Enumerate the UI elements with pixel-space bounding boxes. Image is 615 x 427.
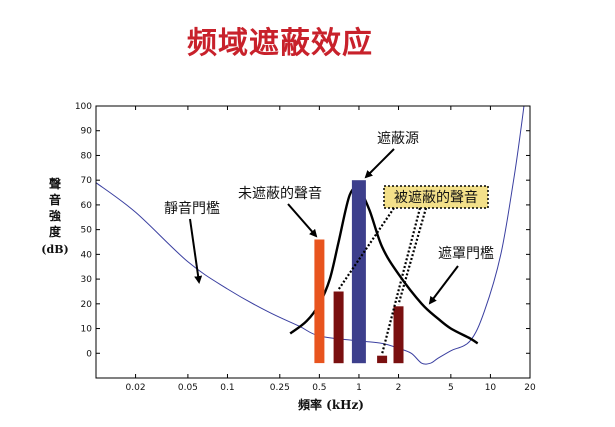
x-tick-label: 2	[396, 383, 402, 393]
y-tick-label: 20	[81, 300, 93, 310]
y-tick-label: 0	[86, 349, 92, 359]
masking-threshold-arrow	[428, 265, 459, 305]
y-tick-label: 70	[81, 176, 93, 186]
plot-area	[96, 106, 530, 378]
masking-threshold-label: 遮罩門檻	[438, 245, 494, 262]
y-tick-label: 100	[75, 102, 92, 112]
x-tick-label: 0.25	[270, 383, 290, 393]
y-axis-label-char: 度	[48, 225, 61, 239]
x-tick-label: 10	[485, 383, 497, 393]
x-tick-label: 1	[356, 383, 362, 393]
bars-layer	[314, 180, 404, 364]
ticks-layer: 0 10 20 30 40 50 60 70 80 90 100 0.02 0.05 0.1 0.25 0.5…	[75, 102, 536, 393]
bar-unmasked-sound	[314, 239, 325, 364]
y-axis-unit: (dB)	[41, 243, 69, 256]
y-tick-label: 90	[81, 127, 93, 137]
x-tick-label: 0.05	[178, 383, 198, 393]
x-tick-label: 0.02	[126, 383, 146, 393]
y-tick-label: 60	[81, 201, 93, 211]
quiet-threshold-arrow	[189, 218, 203, 284]
masked-sound-pointer	[381, 207, 422, 355]
unmasked-sound-label: 未遮蔽的聲音	[238, 185, 322, 202]
y-tick-label: 80	[81, 151, 93, 161]
x-tick-label: 0.1	[220, 383, 234, 393]
y-tick-label: 40	[81, 250, 93, 260]
plot-frame	[95, 105, 531, 379]
masked-sound-box	[383, 185, 489, 209]
masker-label: 遮蔽源	[377, 131, 419, 147]
y-axis-label-char: 聲	[48, 177, 61, 191]
y-axis-label-char: 強	[48, 209, 61, 223]
quiet-threshold-label: 靜音門檻	[164, 200, 220, 217]
bar-masked-sound	[377, 355, 388, 364]
unmasked-sound-arrow	[287, 203, 318, 238]
y-tick-label: 30	[81, 275, 93, 285]
y-axis-label: 聲 音 強 度 (dB)	[40, 176, 70, 258]
bar-masker	[351, 180, 366, 364]
x-tick-label: 20	[524, 383, 536, 393]
bar-masked-sound	[393, 306, 404, 364]
x-tick-label: 0.5	[312, 383, 326, 393]
masked-sound-pointer	[337, 207, 395, 291]
x-tick-label: 5	[448, 383, 454, 393]
y-tick-label: 50	[81, 226, 93, 236]
y-axis-label-char: 音	[48, 193, 61, 207]
masker-arrow	[364, 148, 395, 179]
quiet-threshold-curve	[96, 106, 525, 365]
y-tick-label: 10	[81, 325, 93, 335]
x-axis-label: 頻率 (kHz)	[297, 398, 364, 412]
masked-sound-pointer	[397, 207, 428, 305]
bar-masked-sound	[333, 291, 344, 364]
slide-title: 频域遮蔽效应	[187, 26, 373, 61]
masked-sound-label: 被遮蔽的聲音	[394, 189, 478, 206]
